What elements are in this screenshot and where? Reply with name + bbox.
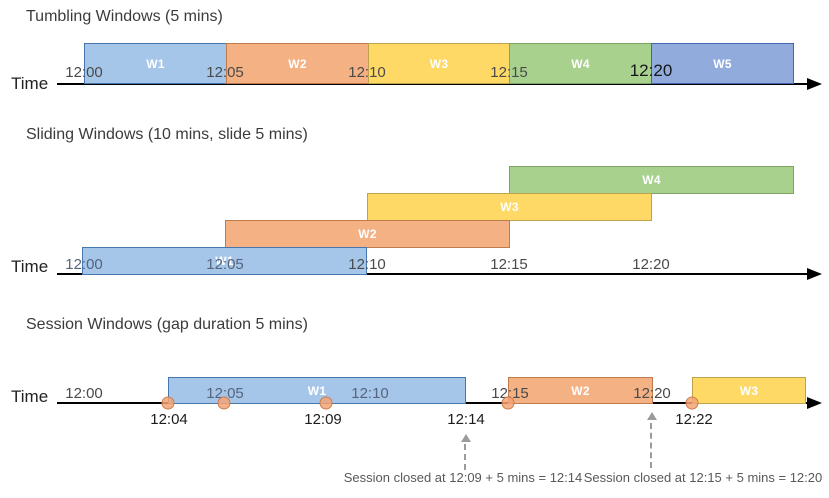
- tick-label: 12:10: [351, 385, 389, 402]
- section-title-session: Session Windows (gap duration 5 mins): [26, 316, 308, 333]
- window-label: W3: [739, 383, 759, 398]
- event-dot: [685, 396, 699, 410]
- tick-label: 12:20: [632, 256, 670, 273]
- axis-label-time-2: Time: [11, 257, 49, 276]
- window-label: W4: [642, 173, 661, 187]
- tick-label: 12:00: [65, 256, 103, 273]
- event-dot: [501, 396, 515, 410]
- window-label: W3: [429, 56, 449, 71]
- time-axis-2: [57, 273, 809, 275]
- tick-label: 12:15: [491, 385, 529, 402]
- window-label: W2: [358, 227, 377, 241]
- time-axis-1: [57, 83, 809, 85]
- window-label: W3: [500, 200, 519, 214]
- window-box-t-w1: W1: [84, 43, 227, 84]
- tick-label: 12:10: [348, 64, 386, 81]
- window-label: W2: [571, 383, 590, 398]
- dashed-line-2: [650, 423, 652, 468]
- dashed-up-arrow-icon-2: [647, 412, 657, 420]
- arrowhead-icon-2: [807, 268, 822, 280]
- window-label: W1: [307, 383, 327, 398]
- window-box-s-w3: W3: [367, 193, 652, 221]
- window-box-s-w4: W4: [509, 166, 794, 194]
- window-label: W4: [571, 56, 590, 71]
- window-box-t-w3: W3: [368, 43, 510, 84]
- event-dot: [319, 396, 333, 410]
- window-box-se-w3: W3: [692, 377, 806, 404]
- tick-label: 12:05: [206, 385, 244, 402]
- dashed-up-arrow-icon-1: [461, 434, 471, 442]
- arrowhead-icon-1: [807, 78, 822, 90]
- window-label: W5: [713, 56, 732, 71]
- tick-label: 12:15: [490, 64, 528, 81]
- tick-label: 12:00: [65, 64, 103, 81]
- annotation-session-closed-1: Session closed at 12:09 + 5 mins = 12:14: [343, 470, 583, 485]
- event-time-label: 12:22: [675, 411, 713, 428]
- window-box-s-w2: W2: [225, 220, 510, 248]
- window-label: W1: [146, 56, 165, 71]
- event-time-label: 12:04: [150, 411, 188, 428]
- tick-label: 12:20: [629, 61, 673, 80]
- window-box-t-w4: W4: [509, 43, 652, 84]
- section-title-tumbling: Tumbling Windows (5 mins): [26, 8, 223, 25]
- event-dot: [161, 396, 175, 410]
- window-label: W1: [215, 254, 234, 268]
- tick-label: 12:00: [65, 385, 103, 402]
- window-box-se-w2: W2: [508, 377, 653, 404]
- window-box-t-w5: W5: [651, 43, 794, 84]
- event-dot: [217, 396, 231, 410]
- event-time-label: 12:09: [304, 411, 342, 428]
- tick-label: 12:20: [633, 385, 671, 402]
- tick-label: 12:05: [206, 256, 244, 273]
- window-label: W2: [288, 56, 307, 71]
- window-box-se-w1: W1: [168, 377, 466, 404]
- tick-label: 12:10: [348, 256, 386, 273]
- dashed-line-1: [464, 444, 466, 470]
- tick-label: 12:15: [490, 256, 528, 273]
- arrowhead-icon-3: [807, 397, 822, 409]
- event-time-label: 12:14: [447, 411, 485, 428]
- annotation-session-closed-2: Session closed at 12:15 + 5 mins = 12:20: [583, 470, 823, 485]
- window-box-s-w1: W1: [82, 247, 367, 275]
- tick-label: 12:05: [206, 64, 244, 81]
- axis-label-time-3: Time: [11, 387, 49, 406]
- section-title-sliding: Sliding Windows (10 mins, slide 5 mins): [26, 126, 308, 143]
- axis-label-time-1: Time: [11, 74, 49, 93]
- window-box-t-w2: W2: [226, 43, 369, 84]
